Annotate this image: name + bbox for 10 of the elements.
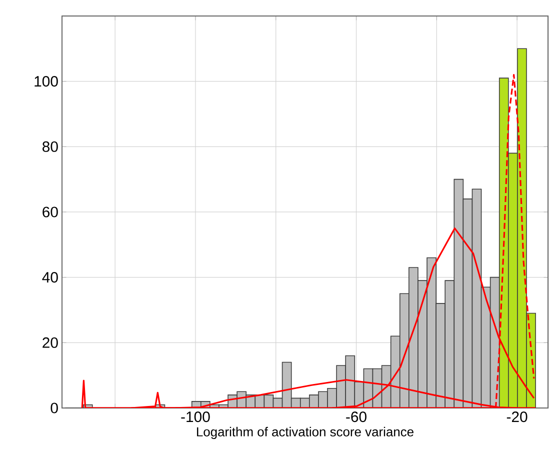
y-tick-label: 20 [42, 337, 58, 348]
x-tick-label: -60 [346, 412, 366, 422]
y-tick-label: 80 [42, 141, 58, 152]
y-tick-label: 0 [50, 402, 58, 414]
x-tick-label: -100 [181, 412, 210, 422]
y-tick-label: 60 [42, 206, 58, 218]
y-tick-label: 40 [42, 272, 58, 283]
x-tick-label: -20 [506, 412, 528, 422]
y-tick-label: 100 [34, 76, 58, 87]
x-axis-title: Logarithm of activation score variance [197, 426, 414, 439]
